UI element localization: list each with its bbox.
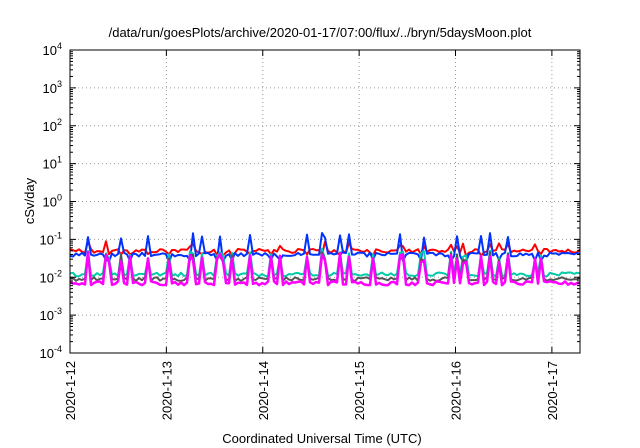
chart-title: /data/run/goesPlots/archive/2020-01-17/0… <box>109 25 532 40</box>
series-line <box>69 232 581 264</box>
y-tick-label: 101 <box>43 155 62 172</box>
y-tick-label: 10-1 <box>40 230 62 247</box>
x-tick-label: 2020-1-13 <box>159 361 174 420</box>
y-tick-label: 103 <box>43 79 62 96</box>
y-tick-label: 100 <box>43 193 62 210</box>
y-tick-label: 10-2 <box>40 268 62 285</box>
y-axis-label: cSv/day <box>22 177 37 224</box>
y-tick-label: 104 <box>43 41 62 58</box>
y-tick-label: 10-4 <box>40 344 62 361</box>
y-tick-label: 10-3 <box>40 306 62 323</box>
x-tick-label: 2020-1-12 <box>63 361 78 420</box>
series-line <box>69 250 580 287</box>
x-tick-label: 2020-1-14 <box>256 361 271 420</box>
x-axis-label: Coordinated Universal Time (UTC) <box>222 431 421 446</box>
x-tick-label: 2020-1-15 <box>352 361 367 420</box>
y-tick-label: 102 <box>43 117 62 134</box>
grid <box>70 50 580 353</box>
x-tick-label: 2020-1-17 <box>545 361 560 420</box>
x-axis: 2020-1-12 2020-1-13 2020-1-14 2020-1-15 2020… <box>63 50 560 420</box>
series-layer <box>69 232 581 287</box>
x-tick-label: 2020-1-16 <box>449 361 464 420</box>
